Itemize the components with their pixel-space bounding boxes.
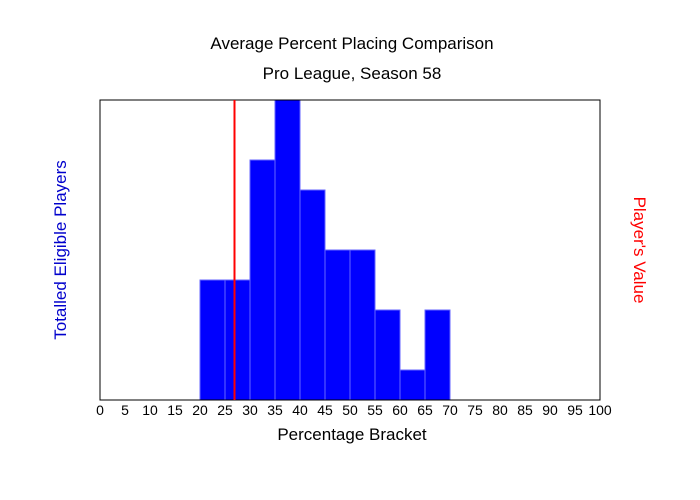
x-tick-label: 80 [492,402,508,418]
histogram-bar [424,309,451,401]
x-tick-label: 95 [567,402,583,418]
x-tick-label: 70 [442,402,458,418]
x-tick-label: 90 [542,402,558,418]
y-axis-label: Totalled Eligible Players [51,160,70,340]
x-tick-label: 40 [292,402,308,418]
x-tick-label: 45 [317,402,333,418]
plot-frame [99,99,601,401]
x-tick-label: 65 [417,402,433,418]
histogram-bar [249,159,276,401]
histogram-bar [224,279,251,401]
x-axis-label: Percentage Bracket [277,425,427,444]
chart-subtitle: Pro League, Season 58 [263,64,442,83]
x-tick-label: 15 [167,402,183,418]
secondary-axis-label: Player's Value [630,197,649,304]
histogram-bar [324,249,351,401]
chart-title: Average Percent Placing Comparison [210,34,493,53]
x-tick-label: 10 [142,402,158,418]
x-tick-label: 55 [367,402,383,418]
x-tick-label: 35 [267,402,283,418]
histogram-bar [199,279,226,401]
x-tick-label: 85 [517,402,533,418]
x-tick-label: 60 [392,402,408,418]
x-tick-label: 50 [342,402,358,418]
x-tick-label: 100 [588,402,612,418]
histogram-bar [349,249,376,401]
histogram-bar [399,369,426,401]
x-tick-label: 0 [96,402,104,418]
x-tick-label: 30 [242,402,258,418]
x-tick-label: 20 [192,402,208,418]
histogram-bar [274,99,301,401]
x-tick-label: 5 [121,402,129,418]
histogram-bar [299,189,326,401]
x-tick-label: 25 [217,402,233,418]
x-tick-label: 75 [467,402,483,418]
histogram-bar [374,309,401,401]
